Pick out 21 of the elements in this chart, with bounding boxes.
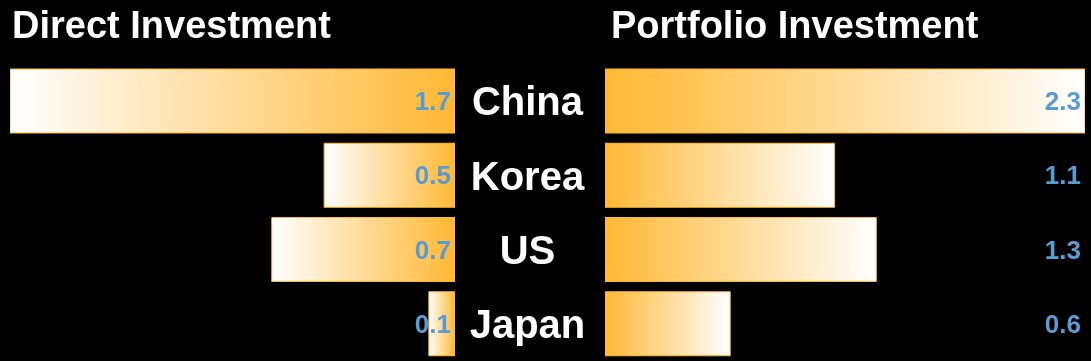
data-label: 0.7 [414, 234, 451, 265]
data-label: 0.1 [414, 308, 451, 339]
data-label: 1.1 [1044, 160, 1081, 191]
bar [271, 217, 455, 282]
bar [10, 68, 455, 134]
y-tick-label: Japan [469, 302, 586, 347]
bar [323, 142, 455, 208]
bar [605, 142, 836, 208]
data-label: 0.5 [414, 160, 451, 191]
y-tick-label: Korea [470, 153, 585, 198]
data-label: 2.3 [1044, 86, 1081, 117]
bar [605, 291, 731, 357]
y-tick-label: US [499, 227, 556, 272]
data-label: 1.7 [414, 86, 451, 117]
y-tick-label: China [471, 79, 584, 124]
chart-title: Direct Investment [12, 4, 331, 47]
bar [605, 217, 877, 282]
data-label: 1.3 [1044, 234, 1081, 265]
chart-title: Portfolio Investment [611, 4, 979, 47]
data-label: 0.6 [1044, 308, 1081, 339]
bar [605, 68, 1085, 134]
